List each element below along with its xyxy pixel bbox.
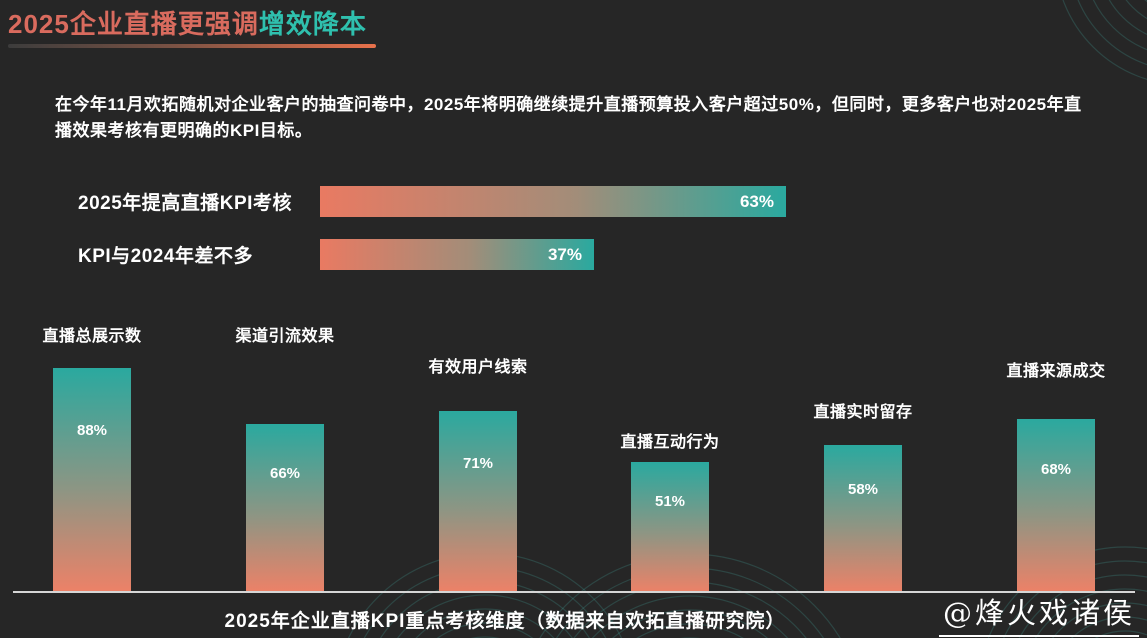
title-underline xyxy=(8,44,376,48)
hbar-row: KPI与2024年差不多 37% xyxy=(78,239,786,270)
vbar-category-label: 直播互动行为 xyxy=(620,434,720,451)
decor-circle xyxy=(1003,560,1147,638)
vbar-bar: 68% xyxy=(1017,419,1095,593)
title-block: 2025企业直播更强调增效降本 xyxy=(8,8,376,48)
decor-circle xyxy=(1070,616,1147,638)
hbar-category-label: KPI与2024年差不多 xyxy=(78,246,253,267)
decor-circle xyxy=(591,595,789,638)
watermark: @烽火戏诸侯 xyxy=(938,590,1139,637)
page-title: 2025企业直播更强调增效降本 xyxy=(8,8,376,40)
decor-circle xyxy=(1125,0,1147,20)
hbar-row: 2025年提高直播KPI考核 63% xyxy=(78,186,786,217)
vbar-bar: 66% xyxy=(246,424,324,593)
vbar-bar: 71% xyxy=(439,411,517,593)
hbar-value-label: 63% xyxy=(739,191,774,211)
chart-baseline xyxy=(13,591,1135,593)
vbar-category-label: 直播总展示数 xyxy=(42,328,142,345)
hbar-chart: 2025年提高直播KPI考核 63% KPI与2024年差不多 37% xyxy=(78,186,786,292)
vbar-value-label: 51% xyxy=(654,493,686,510)
decor-circle xyxy=(1108,0,1147,36)
vbar-value-label: 71% xyxy=(462,455,494,472)
hbar-bar: 63% xyxy=(320,186,786,217)
decor-circle xyxy=(1094,630,1147,638)
decor-circle xyxy=(470,636,500,638)
vbar-category-label: 渠道引流效果 xyxy=(235,328,335,345)
decor-circle xyxy=(397,594,573,638)
decor-circle xyxy=(1034,588,1147,638)
vbar-chart: 直播总展示数 88% 渠道引流效果 66% 有效用户线索 71% 直播互动行为 51% 直播实时… xyxy=(0,300,1147,593)
vbar-category-label: 直播实时留存 xyxy=(813,404,913,421)
chart-caption: 2025年企业直播KPI重点考核维度（数据来自欢拓直播研究院） xyxy=(224,611,786,632)
hbar-value-label: 37% xyxy=(547,244,582,264)
vbar-category-label: 有效用户线索 xyxy=(428,359,528,376)
decor-circle xyxy=(436,622,534,638)
decor-circle xyxy=(1018,574,1147,638)
vbar-bar: 51% xyxy=(631,462,709,593)
vbar-bar: 88% xyxy=(53,368,131,593)
hbar-bar: 37% xyxy=(320,239,594,270)
page-title-accent-text: 2025企业直播更强调 xyxy=(8,9,259,39)
vbar-category-label: 直播来源成交 xyxy=(1006,363,1106,380)
decor-circle xyxy=(1052,602,1147,638)
page-title-highlight-text: 增效降本 xyxy=(258,9,367,39)
vbar-value-label: 66% xyxy=(269,465,301,482)
intro-paragraph: 在今年11月欢拓随机对企业客户的抽查问卷中，2025年将明确继续提升直播预算投入… xyxy=(55,95,1082,140)
decor-circle xyxy=(987,546,1147,638)
vbar-value-label: 68% xyxy=(1040,461,1072,478)
decor-circle xyxy=(636,623,744,638)
hbar-category-label: 2025年提高直播KPI考核 xyxy=(78,193,292,214)
vbar-bar: 58% xyxy=(824,445,902,593)
decor-circle xyxy=(415,608,555,638)
decor-circle xyxy=(612,609,768,638)
vbar-value-label: 88% xyxy=(76,422,108,439)
vbar-value-label: 58% xyxy=(847,481,879,498)
